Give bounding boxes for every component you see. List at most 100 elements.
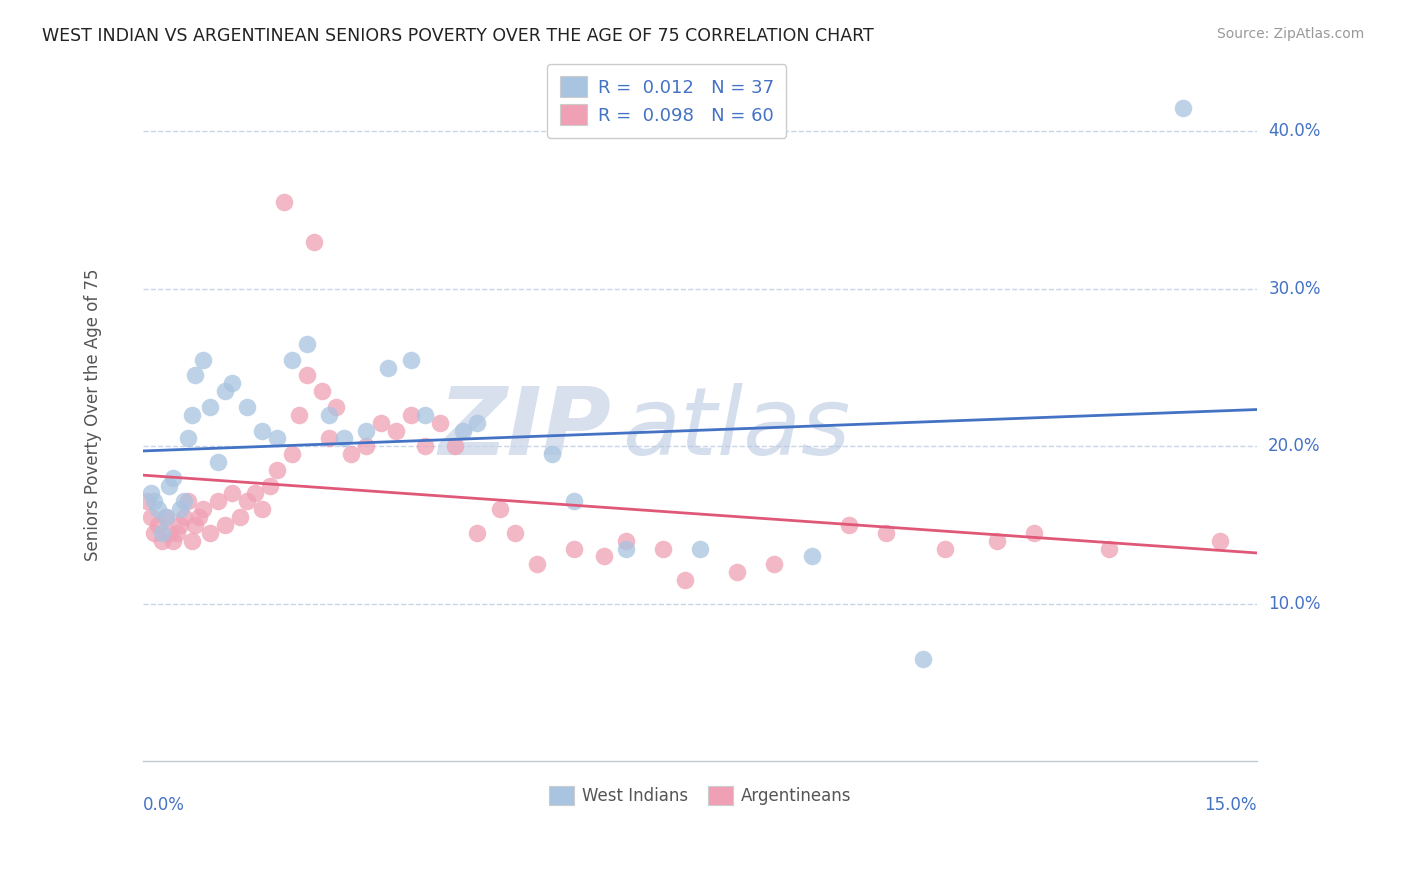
Point — [259, 478, 281, 492]
Point — [526, 558, 548, 572]
Text: ZIP: ZIP — [439, 383, 612, 475]
Point — [318, 408, 340, 422]
Point — [415, 439, 437, 453]
Point — [1097, 541, 1119, 556]
Point — [652, 541, 675, 556]
Point — [221, 376, 243, 391]
Point — [377, 360, 399, 375]
Point — [266, 463, 288, 477]
Point — [370, 416, 392, 430]
Point — [763, 558, 786, 572]
Text: 20.0%: 20.0% — [1268, 437, 1320, 455]
Point — [302, 235, 325, 249]
Legend: West Indians, Argentineans: West Indians, Argentineans — [538, 776, 862, 815]
Point — [266, 431, 288, 445]
Text: 15.0%: 15.0% — [1205, 796, 1257, 814]
Point — [207, 494, 229, 508]
Point — [273, 195, 295, 210]
Point — [562, 494, 585, 508]
Text: 40.0%: 40.0% — [1268, 122, 1320, 140]
Point — [139, 486, 162, 500]
Point — [148, 502, 170, 516]
Point — [333, 431, 356, 445]
Text: 10.0%: 10.0% — [1268, 595, 1320, 613]
Point — [488, 502, 510, 516]
Point — [592, 549, 614, 564]
Point — [136, 494, 159, 508]
Point — [250, 502, 273, 516]
Point — [540, 447, 562, 461]
Text: atlas: atlas — [623, 384, 851, 475]
Point — [689, 541, 711, 556]
Point — [725, 565, 748, 579]
Point — [173, 494, 195, 508]
Point — [673, 573, 696, 587]
Point — [800, 549, 823, 564]
Point — [986, 533, 1008, 548]
Point — [838, 518, 860, 533]
Point — [169, 502, 191, 516]
Point — [467, 525, 489, 540]
Point — [157, 525, 180, 540]
Point — [415, 408, 437, 422]
Point — [325, 400, 347, 414]
Point — [384, 424, 406, 438]
Point — [177, 494, 200, 508]
Point — [281, 352, 304, 367]
Point — [614, 541, 637, 556]
Point — [188, 510, 211, 524]
Point — [150, 533, 173, 548]
Point — [295, 337, 318, 351]
Point — [311, 384, 333, 399]
Point — [503, 525, 526, 540]
Point — [354, 439, 377, 453]
Text: WEST INDIAN VS ARGENTINEAN SENIORS POVERTY OVER THE AGE OF 75 CORRELATION CHART: WEST INDIAN VS ARGENTINEAN SENIORS POVER… — [42, 27, 875, 45]
Point — [162, 471, 184, 485]
Point — [221, 486, 243, 500]
Point — [180, 408, 202, 422]
Text: 0.0%: 0.0% — [143, 796, 186, 814]
Point — [354, 424, 377, 438]
Text: Seniors Poverty Over the Age of 75: Seniors Poverty Over the Age of 75 — [84, 268, 103, 561]
Point — [934, 541, 956, 556]
Point — [614, 533, 637, 548]
Point — [444, 439, 467, 453]
Point — [911, 652, 934, 666]
Point — [1171, 101, 1194, 115]
Point — [399, 352, 422, 367]
Point — [562, 541, 585, 556]
Point — [236, 494, 259, 508]
Point — [198, 525, 221, 540]
Point — [429, 416, 451, 430]
Point — [399, 408, 422, 422]
Point — [169, 518, 191, 533]
Point — [173, 510, 195, 524]
Point — [150, 525, 173, 540]
Point — [1024, 525, 1046, 540]
Point — [295, 368, 318, 383]
Point — [236, 400, 259, 414]
Point — [155, 510, 177, 524]
Point — [143, 525, 166, 540]
Point — [184, 518, 207, 533]
Point — [191, 502, 214, 516]
Point — [243, 486, 266, 500]
Point — [288, 408, 311, 422]
Point — [250, 424, 273, 438]
Point — [214, 384, 236, 399]
Point — [180, 533, 202, 548]
Point — [162, 533, 184, 548]
Point — [139, 510, 162, 524]
Point — [281, 447, 304, 461]
Point — [148, 518, 170, 533]
Point — [340, 447, 363, 461]
Point — [191, 352, 214, 367]
Point — [1209, 533, 1232, 548]
Point — [875, 525, 897, 540]
Text: 30.0%: 30.0% — [1268, 280, 1320, 298]
Point — [207, 455, 229, 469]
Point — [451, 424, 474, 438]
Point — [177, 431, 200, 445]
Point — [184, 368, 207, 383]
Point — [214, 518, 236, 533]
